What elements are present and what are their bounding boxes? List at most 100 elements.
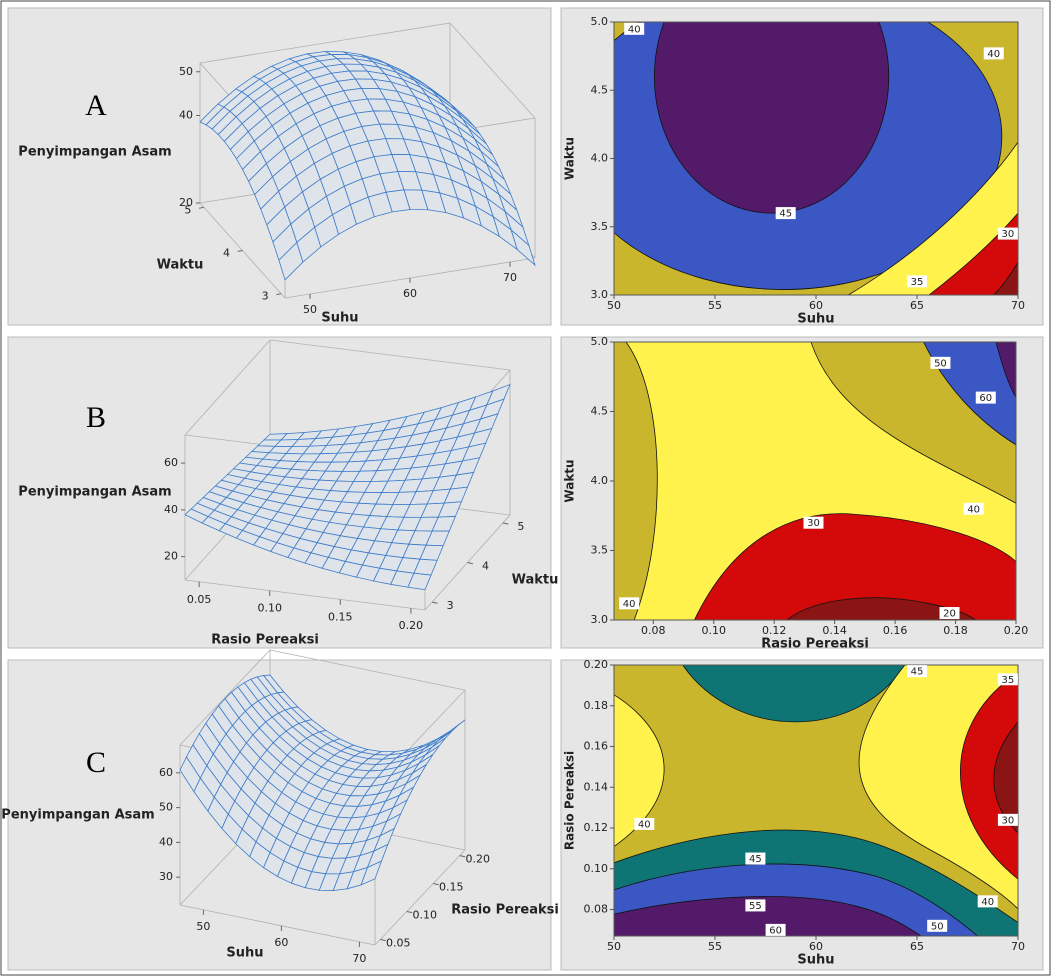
contour-label: 30 — [1002, 815, 1015, 826]
y-tick-label: 5 — [184, 203, 191, 216]
x-tick-label: 65 — [910, 940, 924, 953]
z-tick-label: 20 — [179, 196, 193, 209]
box-edge — [184, 339, 271, 436]
box-edge — [199, 22, 451, 64]
x-tick-label: 50 — [607, 299, 621, 312]
y-axis-label: Waktu — [512, 573, 559, 588]
z-axis-label: Penyimpangan Asam — [18, 485, 171, 500]
y-axis-label: Rasio Pereaksi — [451, 903, 559, 918]
y-tick-label: 5.0 — [591, 15, 609, 28]
y-tick — [502, 522, 509, 525]
y-tick-label: 4 — [482, 560, 489, 573]
z-tick-label: 40 — [179, 109, 193, 122]
y-tick-label: 0.14 — [584, 780, 609, 793]
contour-label-box — [619, 597, 640, 610]
contour-label-box — [803, 516, 824, 529]
x-tick-label: 0.20 — [1004, 624, 1029, 637]
contour-label-box — [775, 207, 796, 220]
contour-label-box — [977, 895, 998, 908]
contour-frame — [614, 342, 1016, 620]
x-tick-label: 70 — [1011, 299, 1025, 312]
contour-region — [654, 22, 888, 213]
contour-region — [683, 665, 905, 722]
x-tick-label: 0.15 — [328, 610, 353, 623]
box-edge — [269, 649, 466, 691]
y-tick-label: 4.0 — [591, 474, 609, 487]
contour-label: 55 — [749, 901, 762, 912]
x-axis-label: Rasio Pereaksi — [211, 633, 319, 648]
box-edge — [184, 579, 426, 611]
x-tick-label: 0.12 — [762, 624, 787, 637]
box-edge — [374, 849, 466, 946]
contour-label: 40 — [981, 897, 994, 908]
panel-label: B — [86, 401, 106, 434]
y-tick-label: 3 — [262, 290, 269, 303]
x-tick-label: 70 — [503, 271, 517, 284]
contour-label: 40 — [628, 24, 641, 35]
y-tick — [467, 562, 474, 565]
contour-region — [787, 598, 976, 620]
y-tick-label: 0.16 — [584, 740, 609, 753]
y-tick — [198, 206, 204, 209]
x-axis-label: Suhu — [797, 312, 834, 327]
x-axis-label: Suhu — [321, 311, 358, 326]
x-tick-label: 50 — [303, 303, 317, 316]
x-tick-label: 60 — [403, 287, 417, 300]
contour-label: 40 — [638, 819, 651, 830]
contour-label-box — [907, 665, 927, 678]
y-tick — [406, 910, 413, 914]
z-axis-label: Penyimpangan Asam — [1, 808, 154, 823]
contour-label-box — [983, 47, 1004, 60]
y-tick — [276, 293, 282, 296]
contour-label: 35 — [1002, 675, 1015, 686]
x-axis-label: Suhu — [226, 946, 263, 961]
y-tick-label: 0.20 — [584, 658, 609, 671]
x-tick-label: 0.20 — [399, 619, 424, 632]
z-axis-label: Penyimpangan Asam — [18, 145, 171, 160]
box-edge — [179, 649, 271, 746]
contour-label: 45 — [779, 209, 792, 220]
x-tick-label: 0.16 — [883, 624, 908, 637]
contour-label: 35 — [911, 277, 924, 288]
contour-label-box — [907, 275, 927, 288]
y-tick-label: 4.5 — [591, 405, 609, 418]
contour-region — [960, 673, 1018, 879]
z-tick-label: 60 — [164, 456, 178, 469]
contour-label: 40 — [987, 49, 1000, 60]
z-tick-label: 60 — [159, 766, 173, 779]
contour-label: 30 — [807, 518, 820, 529]
contour-frame — [614, 22, 1018, 295]
x-tick-label: 60 — [809, 299, 823, 312]
x-tick-label: 60 — [809, 940, 823, 953]
contour-label: 40 — [967, 504, 980, 515]
x-tick-label: 0.08 — [641, 624, 666, 637]
contour-label-box — [745, 852, 766, 865]
contour-label-box — [765, 923, 786, 936]
panel-label: A — [85, 89, 107, 122]
z-tick-label: 40 — [164, 503, 178, 516]
y-tick-label: 4.0 — [591, 152, 609, 165]
contour-label-box — [939, 607, 960, 620]
surface-cell — [407, 572, 432, 591]
contour-label-box — [997, 227, 1018, 240]
contour-label: 50 — [934, 358, 947, 369]
y-tick-label: 3.0 — [591, 613, 609, 626]
y-axis-label: Waktu — [563, 137, 577, 180]
x-tick-label: 0.10 — [257, 602, 282, 615]
y-tick-label: 0.18 — [584, 699, 609, 712]
y-tick-label: 0.10 — [584, 862, 609, 875]
y-tick-label: 0.05 — [386, 936, 411, 949]
y-tick — [431, 601, 438, 604]
contour-fills — [614, 22, 1018, 295]
y-tick-label: 5 — [517, 520, 524, 533]
contour-label-box — [624, 22, 645, 35]
contour-region — [614, 695, 664, 847]
x-axis-label: Suhu — [797, 953, 834, 968]
contour-label: 20 — [943, 609, 956, 620]
y-tick-label: 0.10 — [413, 908, 438, 921]
x-tick-label: 55 — [708, 299, 722, 312]
z-tick-label: 40 — [159, 835, 173, 848]
y-tick-label: 3.5 — [591, 220, 609, 233]
z-tick-label: 50 — [159, 801, 173, 814]
